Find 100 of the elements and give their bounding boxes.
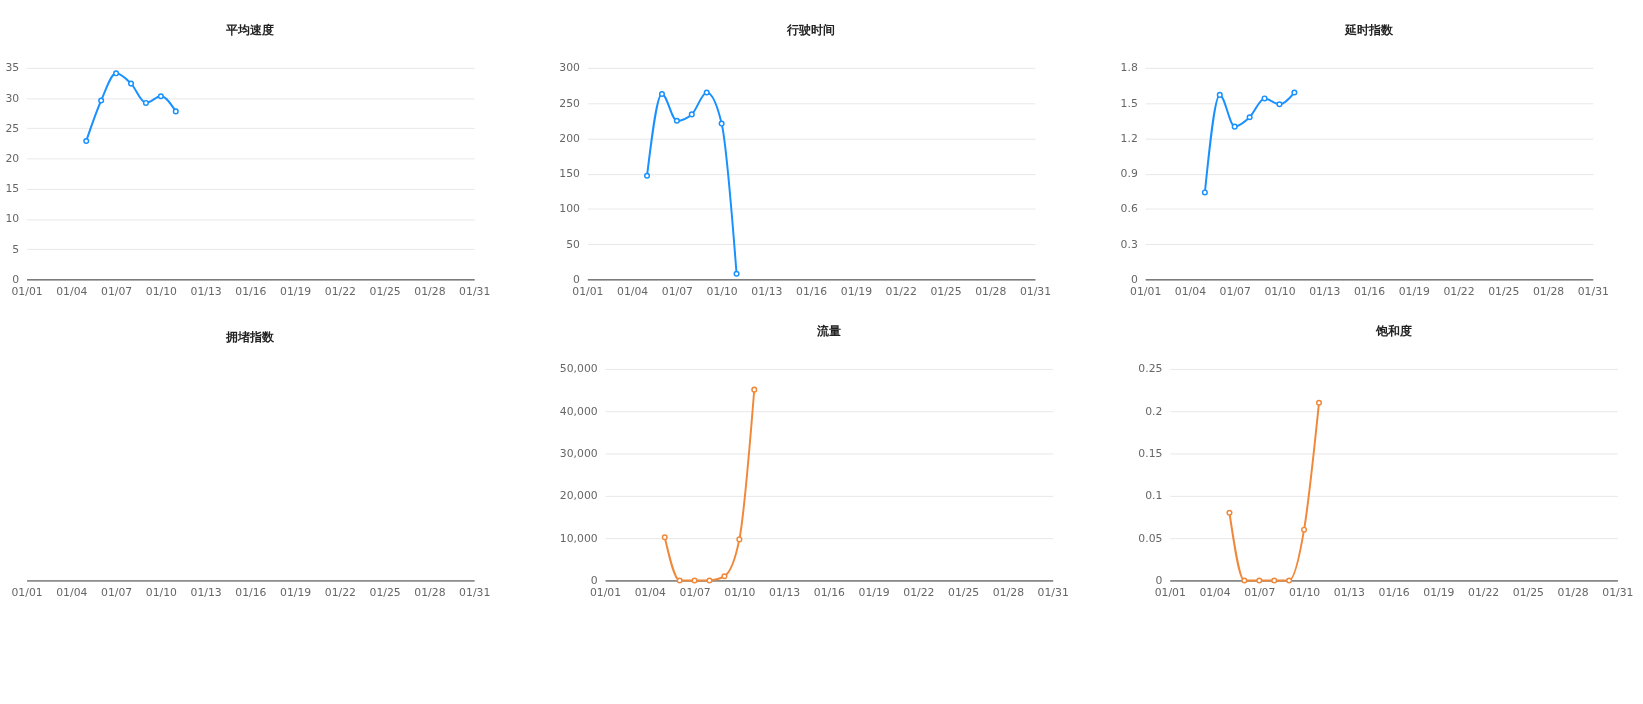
point [643,172,651,179]
x-tick-label: 01/10 [1288,585,1321,599]
x-tick-label: 01/25 [1512,585,1544,599]
x-tick-label: 01/28 [975,284,1007,298]
x-tick-label: 01/07 [101,284,133,298]
point [1216,91,1223,98]
y-tick-label: 1.8 [1120,61,1138,75]
point [1301,526,1308,533]
x-tick-label: 01/13 [190,284,222,298]
x-tick-label: 01/10 [724,585,756,599]
point [1315,399,1323,406]
x-tick-label: 01/25 [930,284,962,298]
point [706,577,713,584]
x-tick-label: 01/01 [589,585,622,599]
y-tick-label: 10 [5,212,20,226]
point [1271,577,1278,584]
x-tick-label: 01/16 [235,284,267,298]
y-tick-label: 0 [590,573,598,587]
point [718,120,725,127]
y-tick-label: 0.9 [1120,167,1138,181]
y-tick-label: 200 [559,131,581,145]
x-tick-label: 01/01 [11,284,43,298]
y-tick-label: 25 [5,121,20,135]
y-tick-label: 50 [566,237,581,251]
y-tick-label: 1.2 [1120,131,1138,145]
x-tick-label: 01/16 [813,585,846,599]
y-tick-label: 5 [12,242,20,256]
point [98,97,105,104]
x-tick-label: 01/22 [324,284,356,298]
x-tick-label: 01/07 [661,284,693,298]
x-tick-label: 01/07 [679,585,711,599]
y-tick-label: 0 [1130,272,1138,286]
x-tick-label: 01/16 [796,284,828,298]
point [1291,89,1298,96]
x-tick-label: 01/22 [885,284,917,298]
y-tick-label: 0 [573,272,581,286]
point [1246,114,1253,121]
x-tick-label: 01/04 [617,284,649,298]
y-tick-label: 0.3 [1120,237,1138,251]
y-tick-label: 0.15 [1138,446,1163,460]
x-tick-label: 01/22 [1468,585,1500,599]
x-tick-label: 01/16 [1378,585,1410,599]
x-tick-label: 01/13 [751,284,783,298]
x-tick-label: 01/19 [858,585,890,599]
point [1261,95,1268,102]
y-tick-label: 30 [5,91,20,105]
y-tick-label: 1.5 [1120,96,1138,110]
y-tick-label: 300 [559,61,581,75]
y-tick-label: 20,000 [559,489,598,503]
y-tick-label: 0 [12,272,20,286]
y-tick-label: 250 [559,96,581,110]
y-tick-label: 0.6 [1120,202,1138,216]
point [142,99,149,106]
y-tick-label: 10,000 [559,531,598,545]
y-tick-label: 0.1 [1145,489,1163,503]
x-tick-label: 01/04 [1199,585,1231,599]
point [127,80,135,87]
x-tick-label: 01/25 [1488,284,1520,298]
x-tick-label: 01/22 [1443,284,1475,298]
x-tick-label: 01/28 [1557,585,1589,599]
y-tick-label: 35 [5,61,20,75]
chart-title: 流量 [815,324,841,339]
x-tick-label: 01/01 [1130,284,1162,298]
y-tick-label: 150 [559,167,581,181]
point [83,137,90,145]
x-tick-label: 01/19 [1398,284,1430,298]
y-tick-label: 0.05 [1138,531,1163,545]
x-tick-label: 01/10 [706,284,738,298]
x-tick-label: 01/13 [1333,585,1366,599]
x-tick-label: 01/31 [1037,585,1069,599]
text: 拥堵指数 [225,330,276,345]
point [1201,189,1208,196]
point [157,93,164,100]
y-tick-label: 0.25 [1138,362,1163,376]
point [1286,577,1293,584]
point [733,270,740,277]
y-tick-label: 50,000 [559,362,598,376]
point [691,577,698,584]
point [676,577,683,584]
chart-title: 平均速度 [225,23,275,38]
x-tick-label: 01/31 [1019,284,1052,298]
x-tick-label: 01/13 [769,585,801,599]
x-tick-label: 01/07 [1219,284,1251,298]
point [751,386,758,393]
chart-title: 延时指数 [1344,23,1394,38]
y-tick-label: 0.2 [1145,404,1163,418]
x-tick-label: 01/25 [369,284,401,298]
point [1276,101,1283,108]
point [113,70,120,77]
point [1231,123,1238,130]
x-tick-label: 01/25 [948,585,980,599]
x-tick-label: 01/10 [1264,284,1296,298]
point [1256,577,1263,584]
x-tick-label: 01/28 [992,585,1025,599]
x-tick-label: 01/19 [280,284,312,298]
x-tick-label: 01/19 [1423,585,1455,599]
x-tick-label: 01/01 [572,284,604,298]
point [661,534,668,541]
x-tick-label: 01/31 [1577,284,1609,298]
point [721,573,728,580]
